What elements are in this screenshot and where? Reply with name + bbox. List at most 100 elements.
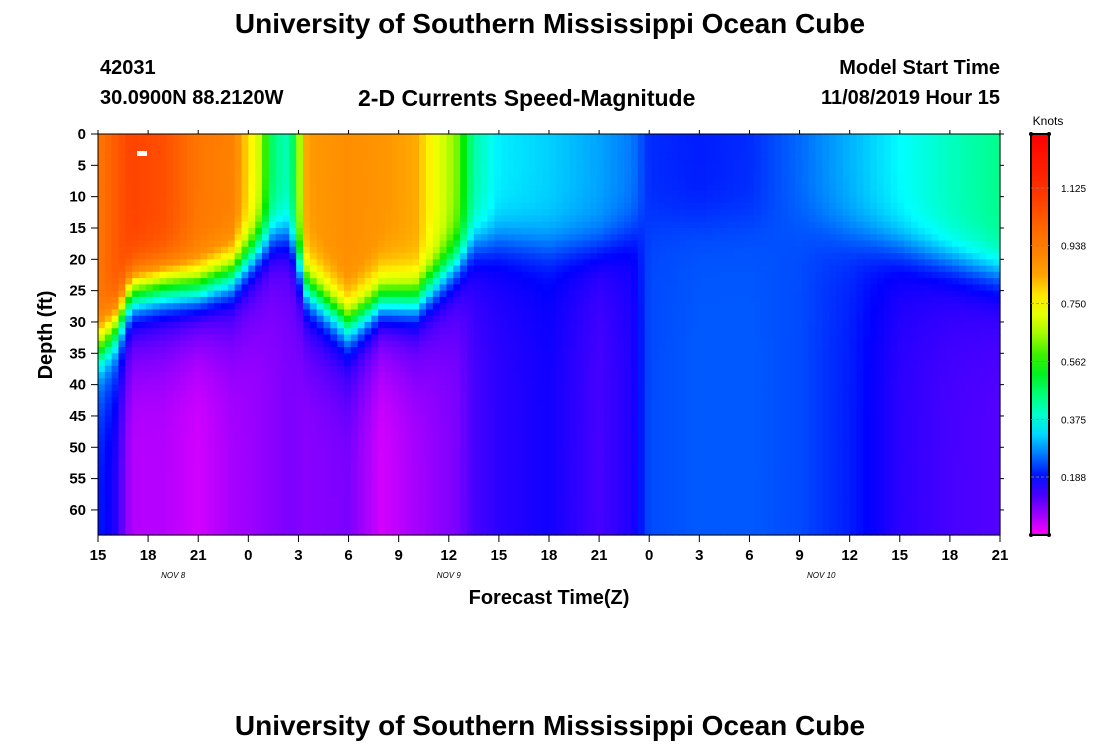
heatmap-cell — [330, 390, 338, 398]
heatmap-cell — [173, 290, 181, 298]
heatmap-cell — [309, 390, 318, 398]
heatmap-cell — [344, 522, 352, 530]
heatmap-cell — [385, 340, 393, 348]
heatmap-cell — [111, 415, 120, 423]
heatmap-cell — [275, 484, 284, 492]
heatmap-cell — [357, 459, 366, 467]
heatmap-cell — [357, 278, 366, 285]
heatmap-cell — [460, 196, 468, 204]
heatmap-cell — [473, 359, 482, 367]
heatmap-cell — [262, 466, 270, 473]
heatmap-cell — [234, 415, 243, 423]
heatmap-cell — [391, 422, 400, 430]
heatmap-cell — [344, 441, 352, 448]
heatmap-cell — [494, 472, 502, 480]
heatmap-cell — [214, 265, 222, 273]
heatmap-cell — [487, 202, 495, 210]
heatmap-cell — [227, 309, 236, 317]
heatmap-cell — [309, 378, 318, 386]
heatmap-cell — [344, 453, 352, 461]
heatmap-cell — [542, 422, 550, 430]
heatmap-cell — [350, 434, 359, 442]
heatmap-cell — [152, 472, 161, 480]
heatmap-cell — [432, 196, 441, 204]
heatmap-cell — [583, 159, 591, 166]
heatmap-cell — [357, 202, 366, 210]
heatmap-cell — [227, 491, 236, 499]
heatmap-cell — [234, 309, 243, 317]
heatmap-cell — [316, 284, 325, 292]
heatmap-cell — [173, 209, 181, 217]
heatmap-cell — [357, 284, 366, 292]
heatmap-cell — [350, 202, 359, 210]
heatmap-cell — [535, 390, 543, 398]
heatmap-cell — [398, 215, 407, 223]
heatmap-cell — [521, 441, 530, 448]
heatmap-cell — [419, 466, 427, 473]
heatmap-cell — [590, 290, 598, 298]
heatmap-cell — [125, 466, 133, 473]
heatmap-cell — [316, 459, 325, 467]
heatmap-cell — [289, 403, 297, 411]
heatmap-cell — [125, 259, 133, 267]
heatmap-cell — [473, 472, 482, 480]
heatmap-cell — [501, 171, 509, 179]
heatmap-cell — [186, 271, 195, 279]
heatmap-cell — [255, 296, 263, 304]
heatmap-cell — [446, 171, 454, 179]
heatmap-cell — [405, 409, 413, 417]
heatmap-cell — [371, 140, 379, 148]
heatmap-cell — [501, 441, 509, 448]
heatmap-cell — [432, 296, 441, 304]
heatmap-cell — [221, 478, 229, 486]
heatmap-cell — [391, 466, 400, 473]
heatmap-cell — [460, 340, 468, 348]
heatmap-cell — [132, 215, 140, 223]
heatmap-cell — [501, 278, 509, 285]
heatmap-cell — [514, 234, 523, 242]
heatmap-cell — [214, 441, 222, 448]
heatmap-cell — [480, 503, 489, 511]
heatmap-cell — [398, 134, 407, 141]
heatmap-cell — [248, 271, 256, 279]
heatmap-cell — [330, 234, 338, 242]
heatmap-cell — [576, 522, 584, 530]
heatmap-cell — [104, 347, 113, 354]
heatmap-cell — [180, 365, 188, 373]
heatmap-cell — [426, 484, 434, 492]
heatmap-cell — [446, 359, 454, 367]
heatmap-cell — [385, 234, 393, 242]
heatmap-cell — [610, 378, 618, 386]
heatmap-cell — [453, 253, 461, 260]
heatmap-cell — [528, 152, 536, 160]
heatmap-cell — [549, 321, 557, 329]
heatmap-cell — [262, 184, 270, 191]
heatmap-cell — [385, 259, 393, 267]
heatmap-cell — [371, 384, 379, 392]
heatmap-cell — [590, 265, 598, 273]
heatmap-cell — [453, 409, 461, 417]
heatmap-cell — [337, 459, 345, 467]
heatmap-cell — [98, 516, 106, 524]
heatmap-cell — [473, 265, 482, 273]
heatmap-cell — [104, 303, 113, 311]
heatmap-cell — [173, 196, 181, 204]
heatmap-cell — [132, 296, 140, 304]
heatmap-cell — [309, 403, 318, 411]
heatmap-cell — [432, 278, 441, 285]
heatmap-cell — [419, 516, 427, 524]
heatmap-cell — [241, 165, 249, 173]
heatmap-cell — [104, 290, 113, 298]
heatmap-cell — [480, 152, 489, 160]
heatmap-cell — [378, 528, 386, 536]
heatmap-cell — [268, 522, 277, 530]
heatmap-cell — [473, 478, 482, 486]
heatmap-cell — [460, 516, 468, 524]
heatmap-cell — [207, 459, 215, 467]
heatmap-cell — [385, 146, 393, 154]
heatmap-cell — [296, 234, 304, 242]
heatmap-cell — [289, 340, 297, 348]
station-coords: 30.0900N 88.2120W — [100, 87, 284, 109]
heatmap-cell — [480, 259, 489, 267]
heatmap-cell — [562, 403, 571, 411]
